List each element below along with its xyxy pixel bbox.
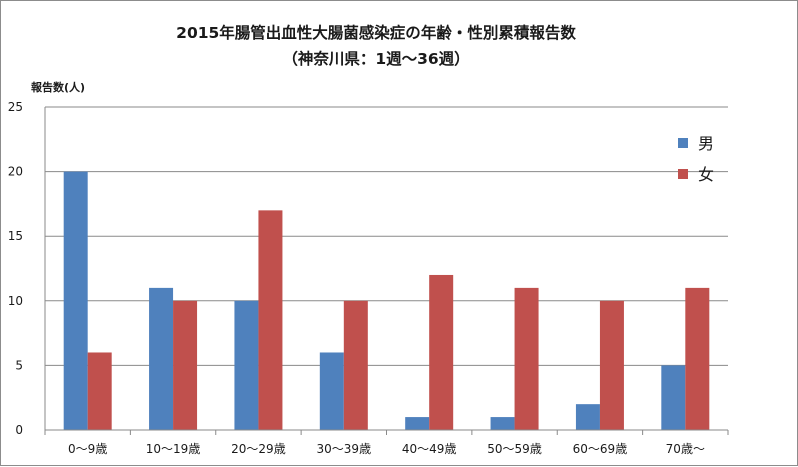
axes: 0 5 10 15 20 25 0～9歳 10～19歳 20～29歳 30～39歳 40～49歳 50… [8, 100, 729, 456]
x-tick-label: 70歳～ [666, 442, 705, 456]
y-tick-label: 20 [8, 165, 23, 179]
bar-female [514, 287, 539, 430]
legend: 男女 [678, 134, 714, 184]
bar-male [661, 365, 686, 430]
y-tick-label: 25 [8, 100, 23, 114]
x-tick-label: 60～69歳 [573, 442, 628, 456]
bar-female [87, 352, 112, 430]
x-tick-label: 40～49歳 [402, 442, 457, 456]
bar-female [685, 287, 710, 430]
bar-female [343, 300, 368, 430]
y-axis-label: 報告数(人) [31, 80, 85, 94]
gridlines [45, 106, 728, 366]
bar-male [575, 404, 600, 430]
bar-female [258, 210, 283, 430]
bar-male [149, 287, 174, 430]
y-tick-label: 15 [8, 229, 23, 243]
legend-swatch [678, 169, 688, 179]
x-tick-label: 30～39歳 [317, 442, 372, 456]
x-tick-label: 0～9歳 [68, 442, 107, 456]
bar-male [405, 417, 430, 430]
bar-male [234, 300, 259, 430]
x-tick-label: 50～59歳 [487, 442, 542, 456]
y-tick-label: 5 [15, 358, 23, 372]
x-tick-label: 10～19歳 [146, 442, 201, 456]
chart-subtitle: （神奈川県：1週～36週） [282, 49, 469, 68]
bar-male [63, 171, 88, 430]
bar-female [429, 274, 454, 430]
bar-female [599, 300, 624, 430]
chart-title: 2015年腸管出血性大腸菌感染症の年齢・性別累積報告数 [176, 23, 576, 42]
bars [63, 171, 710, 430]
y-tick-label: 0 [15, 423, 23, 437]
y-tick-label: 10 [8, 294, 23, 308]
legend-swatch [678, 138, 688, 148]
legend-label: 女 [698, 165, 714, 184]
bar-female [173, 300, 198, 430]
legend-label: 男 [698, 134, 714, 153]
x-tick-label: 20～29歳 [231, 442, 286, 456]
bar-male [319, 352, 344, 430]
bar-male [490, 417, 515, 430]
